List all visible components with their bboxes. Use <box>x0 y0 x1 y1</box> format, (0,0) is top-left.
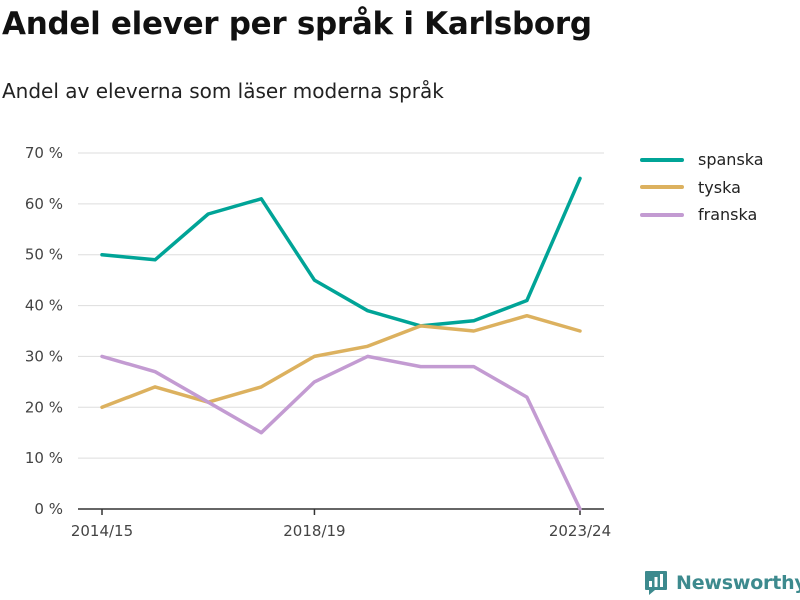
y-tick-label: 40 % <box>25 297 63 315</box>
series-line-franska <box>100 354 582 511</box>
legend-item-franska[interactable]: franska <box>640 201 764 229</box>
y-tick-label: 60 % <box>25 195 63 213</box>
y-axis-labels: 0 % 10 % 20 % 30 % 40 % 50 % 60 % 70 % <box>25 144 63 518</box>
legend-item-tyska[interactable]: tyska <box>640 174 764 202</box>
series-line-tyska <box>100 313 582 410</box>
gridlines <box>78 152 604 459</box>
y-tick-label: 20 % <box>25 398 63 416</box>
legend-swatch-franska <box>640 212 684 217</box>
x-tick-label: 2014/15 <box>71 522 133 540</box>
y-tick-label: 50 % <box>25 246 63 264</box>
legend-label: tyska <box>698 177 741 197</box>
series-line-spanska <box>100 176 582 328</box>
y-tick-label: 0 % <box>34 500 63 518</box>
series-lines <box>100 176 582 511</box>
legend: spanska tyska franska <box>640 146 764 229</box>
y-tick-label: 70 % <box>25 144 63 162</box>
brand-logo[interactable]: Newsworthy <box>644 570 800 596</box>
y-tick-label: 30 % <box>25 347 63 365</box>
x-axis-labels: 2014/15 2018/19 2023/24 <box>71 522 611 540</box>
bar-chart-speech-bubble-icon <box>645 571 667 595</box>
legend-swatch-spanska <box>640 157 684 162</box>
legend-item-spanska[interactable]: spanska <box>640 146 764 174</box>
x-axis <box>78 508 604 515</box>
legend-swatch-tyska <box>640 185 684 190</box>
legend-label: spanska <box>698 150 764 170</box>
legend-label: franska <box>698 205 758 225</box>
page-subtitle: Andel av eleverna som läser moderna språ… <box>2 79 444 103</box>
x-tick-label: 2018/19 <box>283 522 345 540</box>
brand-name[interactable]: Newsworthy <box>676 572 800 594</box>
y-tick-label: 10 % <box>25 449 63 467</box>
x-tick-label: 2023/24 <box>549 522 611 540</box>
page-title: Andel elever per språk i Karlsborg <box>2 6 592 42</box>
